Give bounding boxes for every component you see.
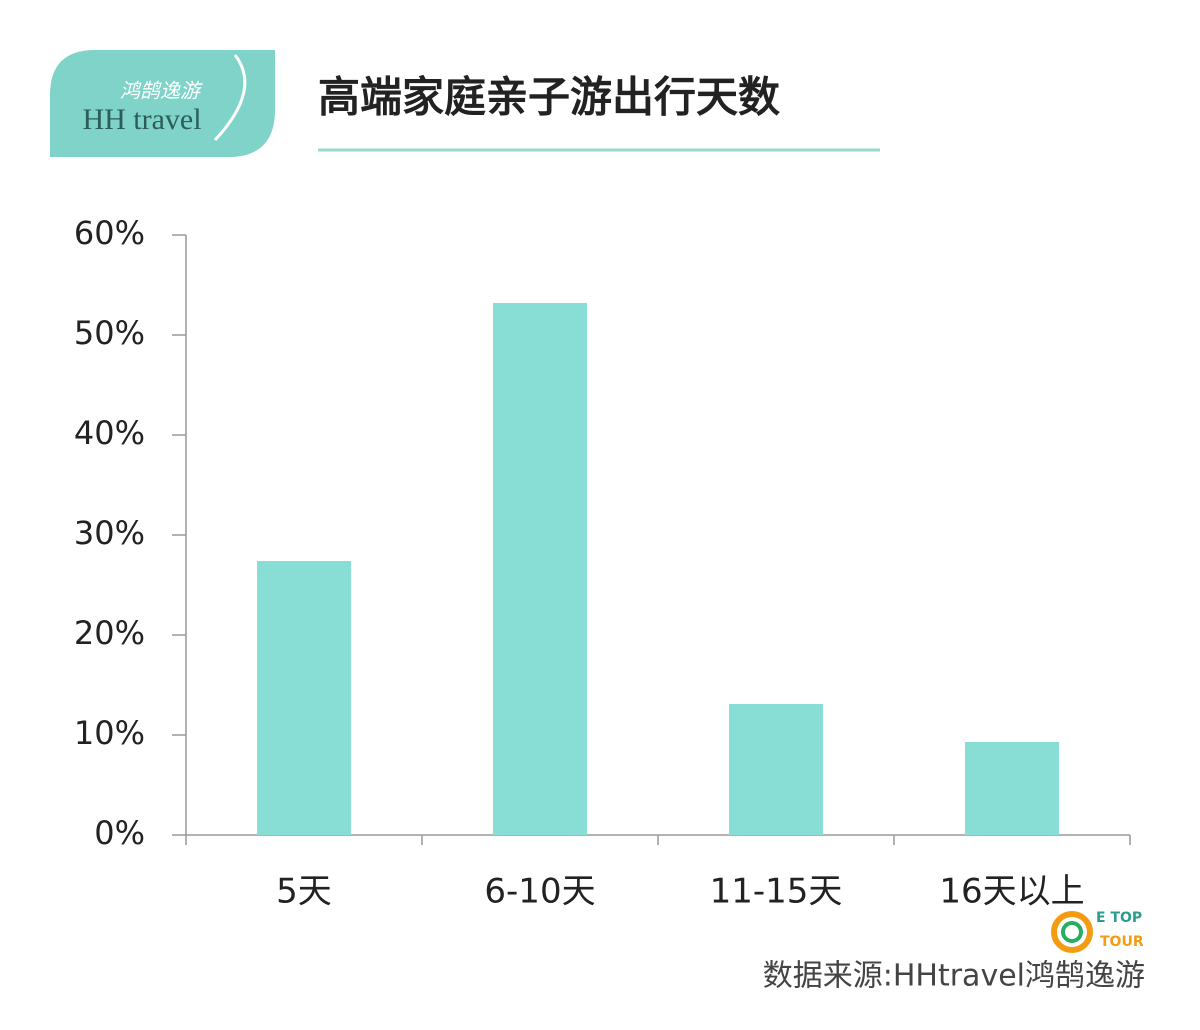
bar [729,704,823,835]
x-tick-label: 5天 [276,872,332,912]
badge-line1: E TOP [1096,910,1142,926]
x-tick-label: 16天以上 [939,872,1084,912]
x-tick-label: 11-15天 [710,872,843,912]
bar [257,561,351,835]
x-tick-label: 6-10天 [484,872,595,912]
y-tick-label: 10% [74,714,145,752]
y-tick-label: 0% [94,814,145,852]
logo-shape [50,50,275,157]
badge-icon-inner [1061,921,1083,943]
y-tick-label: 30% [74,514,145,552]
badge-icon [1051,911,1093,953]
chart-title: 高端家庭亲子游出行天数 [318,73,780,122]
bar [493,303,587,835]
y-tick-label: 50% [74,314,145,352]
y-tick-label: 20% [74,614,145,652]
badge-line2: TOUR [1100,934,1144,950]
bar [965,742,1059,835]
y-tick-label: 60% [74,214,145,252]
y-tick-label: 40% [74,414,145,452]
source-note: 数据来源:HHtravel鸿鹄逸游 [763,959,1145,994]
logo-en: HH travel [82,103,201,136]
logo-swoosh [213,54,247,142]
logo-cn: 鸿鹄逸游 [120,79,203,103]
